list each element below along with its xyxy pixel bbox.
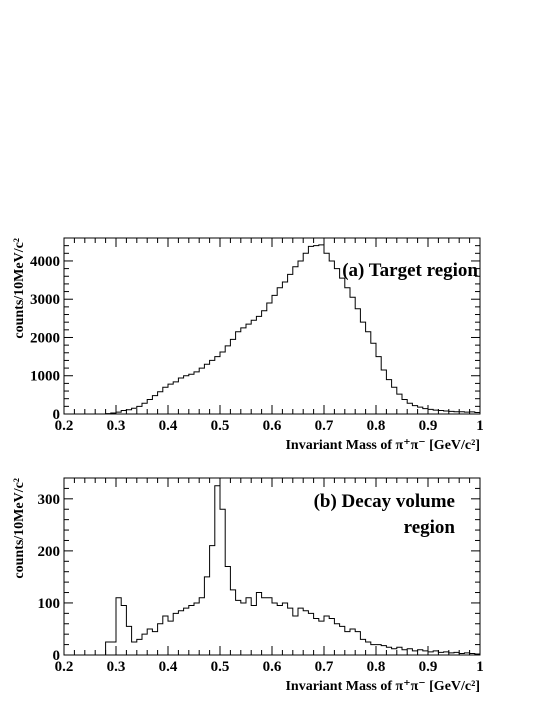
panel-annotation: region [404, 517, 456, 538]
y-axis-label: counts/10MeV/c² [12, 238, 27, 339]
x-tick-label: 0.8 [367, 659, 386, 675]
y-tick-label: 100 [38, 596, 61, 612]
y-axis-label: counts/10MeV/c² [12, 478, 27, 579]
x-tick-label: 0.9 [419, 659, 438, 675]
y-tick-label: 200 [38, 544, 61, 560]
x-tick-label: 0.3 [107, 659, 126, 675]
panel-annotation: (a) Target region [342, 260, 478, 281]
x-tick-label: 0.6 [263, 418, 282, 434]
x-tick-label: 0.7 [315, 418, 334, 434]
y-tick-label: 2000 [30, 330, 60, 346]
x-axis-label: Invariant Mass of π⁺π⁻ [GeV/c²] [285, 438, 480, 453]
histogram-series [64, 244, 480, 415]
x-tick-label: 1 [476, 418, 484, 434]
x-tick-label: 0.4 [159, 418, 178, 434]
x-tick-label: 0.3 [107, 418, 126, 434]
x-tick-label: 0.5 [211, 418, 230, 434]
histogram-series [64, 485, 480, 656]
x-axis-label: Invariant Mass of π⁺π⁻ [GeV/c²] [285, 679, 480, 694]
x-tick-label: 0.2 [55, 659, 74, 675]
x-tick-label: 1 [476, 659, 484, 675]
x-tick-label: 0.7 [315, 659, 334, 675]
x-tick-label: 0.9 [419, 418, 438, 434]
x-tick-label: 0.6 [263, 659, 282, 675]
y-tick-label: 300 [38, 492, 61, 508]
panel-annotation: (b) Decay volume [314, 491, 455, 512]
y-tick-label: 0 [53, 407, 61, 423]
panel-b: 0.2 0.3 0.4 0.5 0.6 0.7 0.8 0.9 1 0 100 200 300 Invar… [12, 477, 484, 694]
y-tick-label: 0 [53, 648, 61, 664]
x-tick-label: 0.2 [55, 418, 74, 434]
y-tick-label: 1000 [30, 369, 60, 385]
y-tick-label: 3000 [30, 292, 60, 308]
x-tick-label: 0.8 [367, 418, 386, 434]
x-tick-label: 0.5 [211, 659, 230, 675]
x-tick-label: 0.4 [159, 659, 178, 675]
y-tick-label: 4000 [30, 254, 60, 270]
panel-a: 0.2 0.3 0.4 0.5 0.6 0.7 0.8 0.9 1 0 1000 2000 3000 40… [12, 237, 484, 453]
